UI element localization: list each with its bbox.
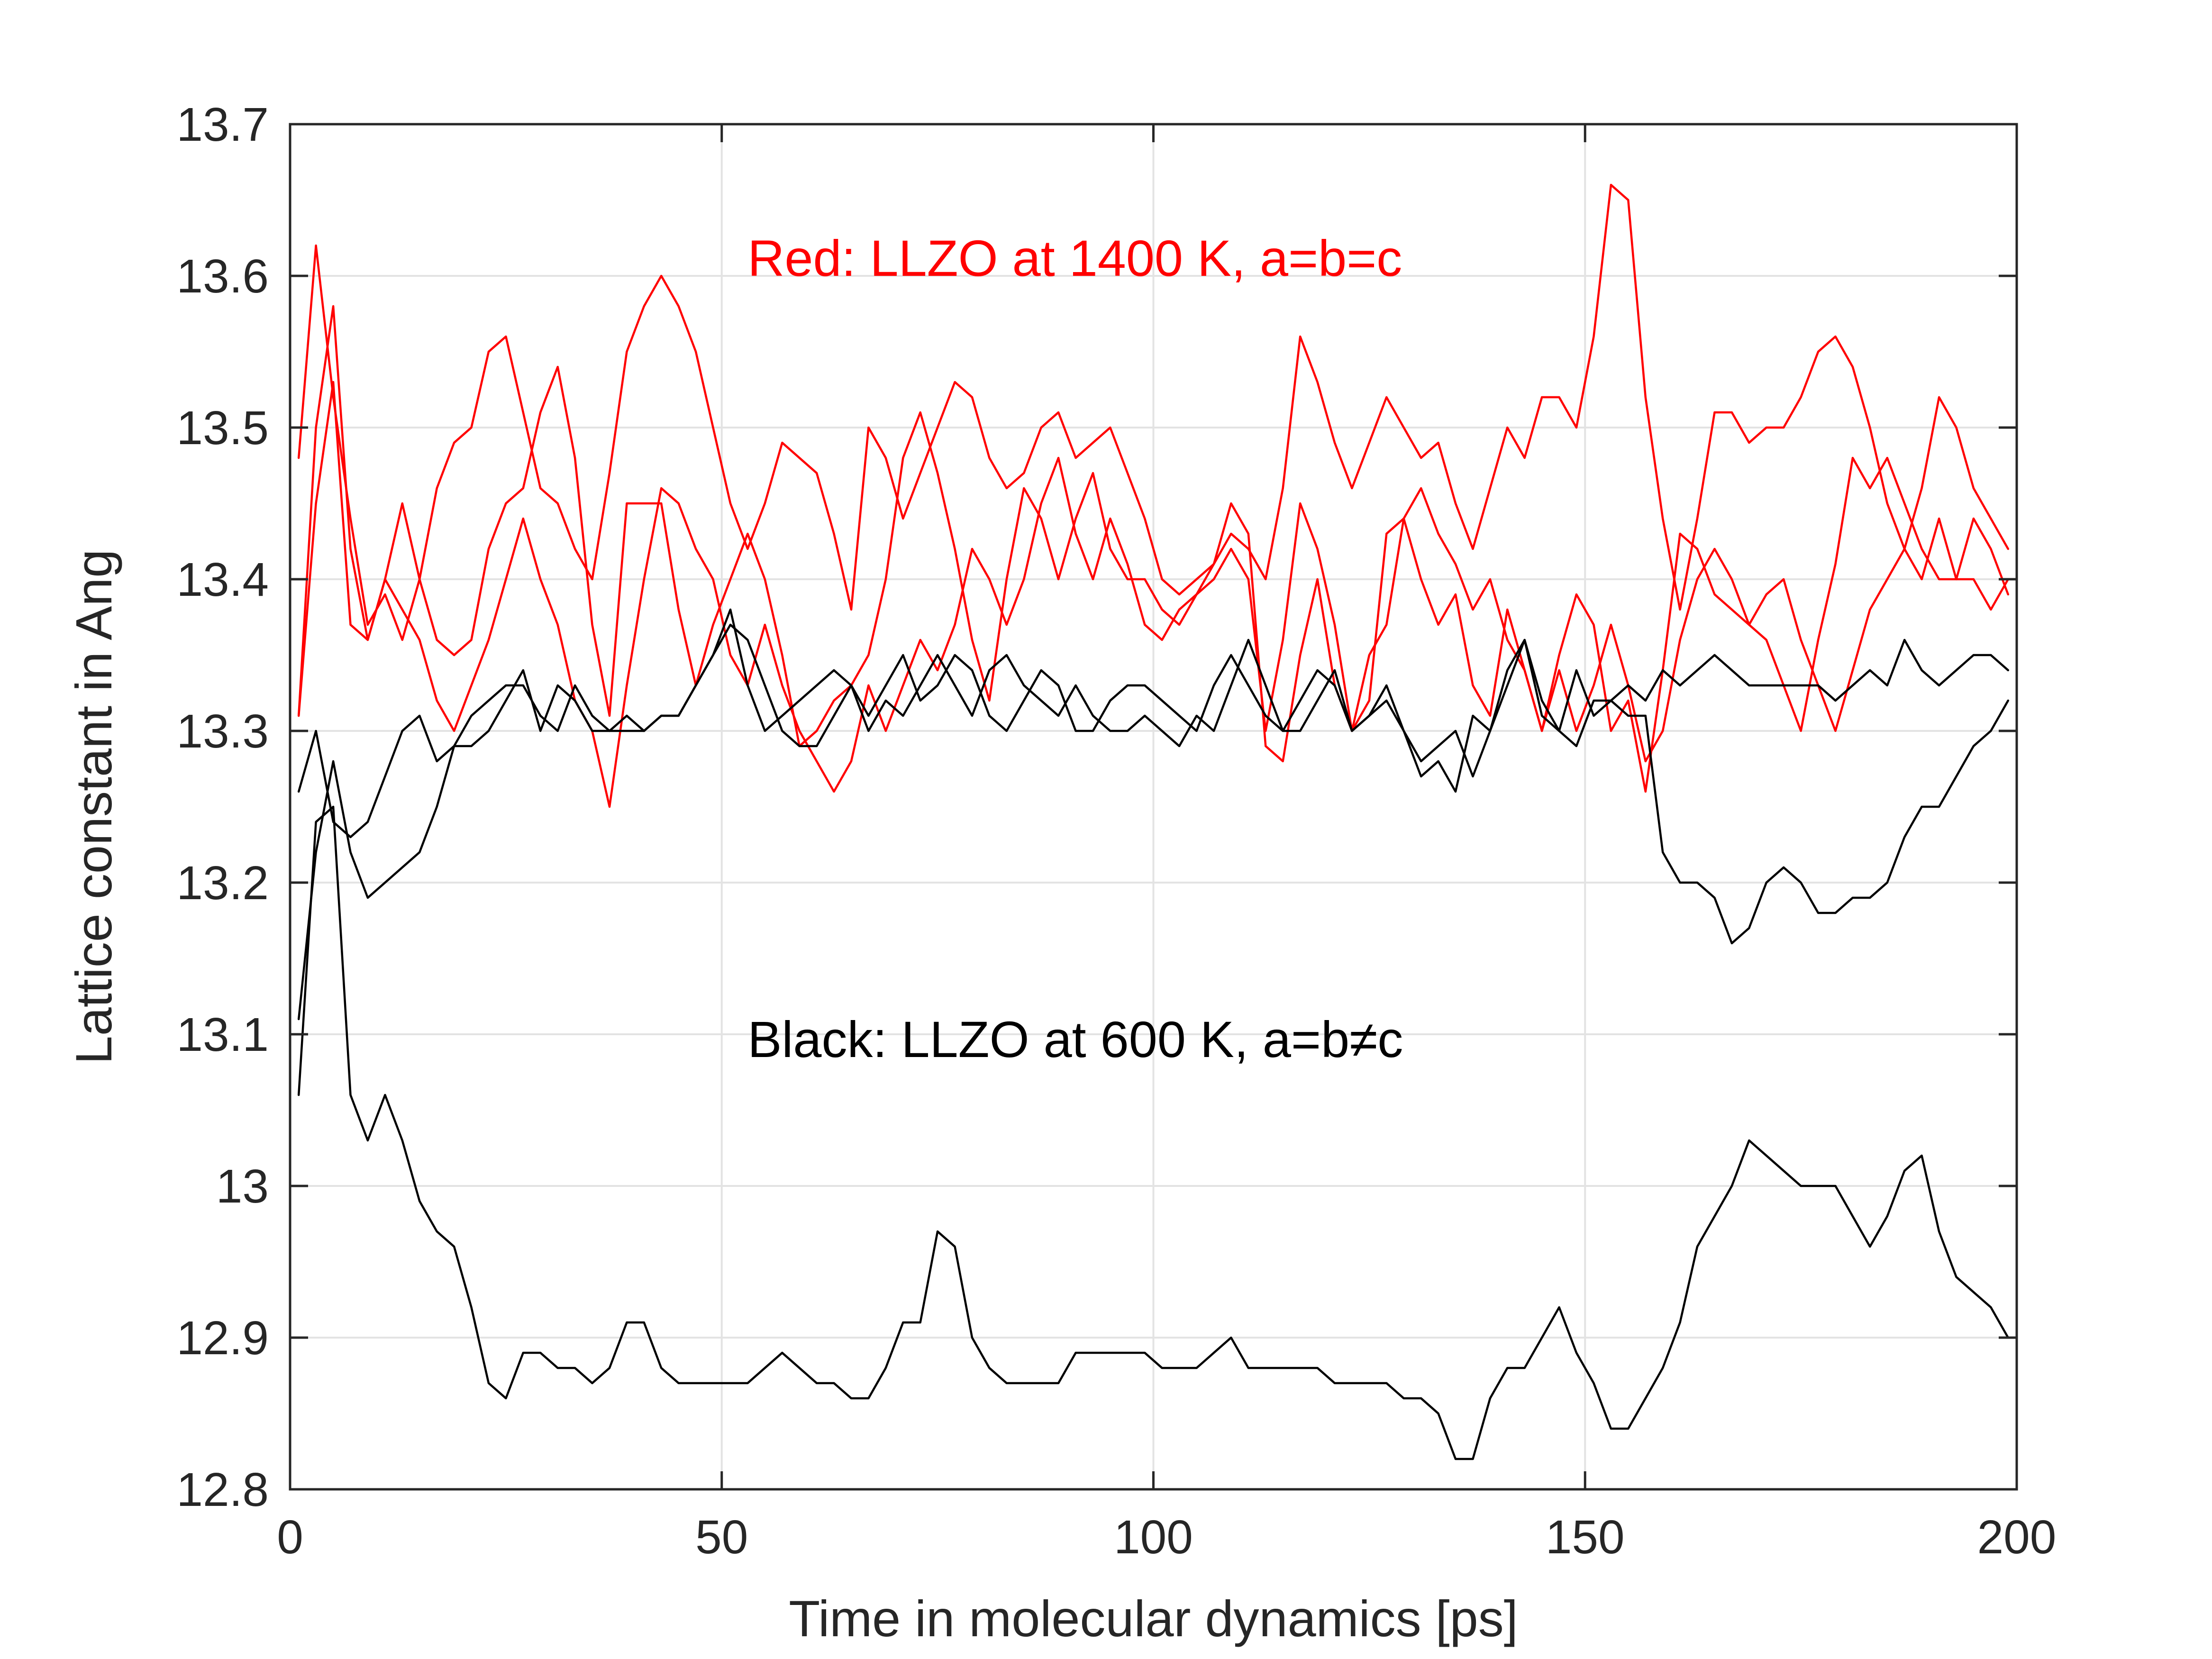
y-tick-label: 13: [216, 1160, 269, 1213]
y-tick-label: 13.1: [176, 1008, 269, 1061]
x-tick-label: 50: [695, 1511, 748, 1564]
series-red-2: [297, 305, 2010, 793]
x-tick-label: 100: [1114, 1511, 1193, 1564]
x-axis-title: Time in molecular dynamics [ps]: [789, 1590, 1518, 1647]
axis-ticks: [289, 123, 2018, 1491]
y-tick-label: 13.3: [176, 705, 269, 758]
y-tick-label: 13.2: [176, 857, 269, 910]
y-axis-title: Lattice constant in Ang: [65, 549, 122, 1065]
y-tick-label: 13.5: [176, 401, 269, 455]
y-tick-label: 13.7: [176, 98, 269, 151]
y-tick-labels: 12.8 12.9 13 13.1 13.2 13.3 13.4 13.5 13.6 13.7: [176, 98, 269, 1516]
y-tick-label: 13.6: [176, 250, 269, 303]
grid: [290, 124, 2017, 1489]
x-tick-label: 0: [277, 1511, 303, 1564]
series-black-1: [297, 608, 2010, 839]
annotation-black: Black: LLZO at 600 K, a=b≠c: [747, 1011, 1403, 1068]
series-red-1: [297, 183, 2010, 641]
x-tick-labels: 0 50 100 150 200: [277, 1511, 2056, 1564]
series-black-3: [297, 805, 2010, 1460]
x-tick-label: 150: [1546, 1511, 1625, 1564]
y-tick-label: 12.8: [176, 1463, 269, 1516]
y-tick-label: 12.9: [176, 1312, 269, 1365]
x-tick-label: 200: [1977, 1511, 2057, 1564]
series-group: [297, 183, 2010, 1460]
y-tick-label: 13.4: [176, 553, 269, 606]
series-black-2: [297, 623, 2010, 1021]
annotation-red: Red: LLZO at 1400 K, a=b=c: [747, 229, 1402, 287]
